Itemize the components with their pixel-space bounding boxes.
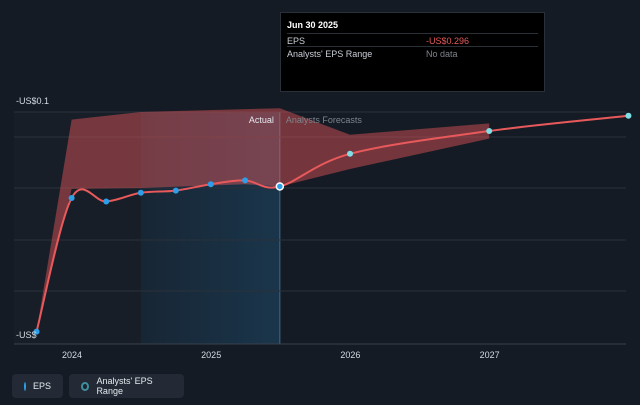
eps-actual-point: [207, 181, 214, 188]
eps-forecast-point: [625, 112, 632, 119]
forecast-section-label: Analysts Forecasts: [286, 115, 363, 125]
tooltip-row-range: Analysts' EPS Range No data: [287, 46, 538, 60]
chart-labels: -US$0.1 -US$ 2024 2025 2026 2027 Actual Analyst…: [16, 96, 500, 360]
eps-forecast-point: [486, 128, 493, 134]
tooltip-eps-value: -US$0.296: [426, 36, 470, 46]
tooltip-eps-label: EPS: [287, 36, 306, 46]
x-tick-label: 2027: [480, 350, 500, 360]
eps-forecast-point: [347, 150, 354, 157]
actual-section-label: Actual: [249, 115, 274, 125]
eps-actual-point: [103, 198, 110, 205]
chart-background: [14, 112, 281, 344]
eps-range-legend-dot-icon: [81, 381, 90, 391]
tooltip-row-eps: EPS -US$0.296: [287, 33, 538, 47]
eps-actual-point: [172, 187, 179, 194]
chart-legend: EPS Analysts' EPS Range: [12, 374, 184, 398]
chart-gridlines: [14, 111, 626, 345]
analysts-eps-range-area: [36, 108, 490, 332]
y-axis-top-label: -US$0.1: [16, 96, 49, 106]
legend-range-label: Analysts' EPS Range: [96, 376, 153, 396]
y-axis-bottom-label: -US$: [16, 330, 37, 340]
tooltip-date: Jun 30 2025: [287, 20, 339, 30]
x-tick-label: 2025: [201, 350, 221, 360]
eps-actual-point: [33, 328, 40, 335]
legend-item-eps-range[interactable]: Analysts' EPS Range: [69, 374, 184, 398]
x-tick-label: 2026: [340, 350, 360, 360]
eps-line-path: [35, 114, 629, 332]
legend-item-eps[interactable]: EPS: [12, 374, 63, 398]
eps-actual-point: [242, 177, 249, 184]
eps-actual-point: [275, 182, 285, 191]
eps-legend-dot-icon: [24, 381, 26, 391]
analysts-eps-range-band: [36, 108, 490, 332]
tooltip-range-value: No data: [426, 49, 458, 59]
eps-actual-point: [68, 195, 75, 202]
eps-actual-point: [137, 189, 144, 196]
history-region: [14, 112, 141, 344]
legend-eps-label: EPS: [32, 381, 51, 391]
x-tick-label: 2024: [62, 350, 82, 360]
eps-points: [33, 112, 632, 335]
actual-region: [140, 112, 280, 344]
tooltip: Jun 30 2025 EPS -US$0.296 Analysts' EPS …: [280, 12, 545, 92]
eps-line: [35, 114, 629, 332]
tooltip-range-label: Analysts' EPS Range: [287, 49, 373, 59]
